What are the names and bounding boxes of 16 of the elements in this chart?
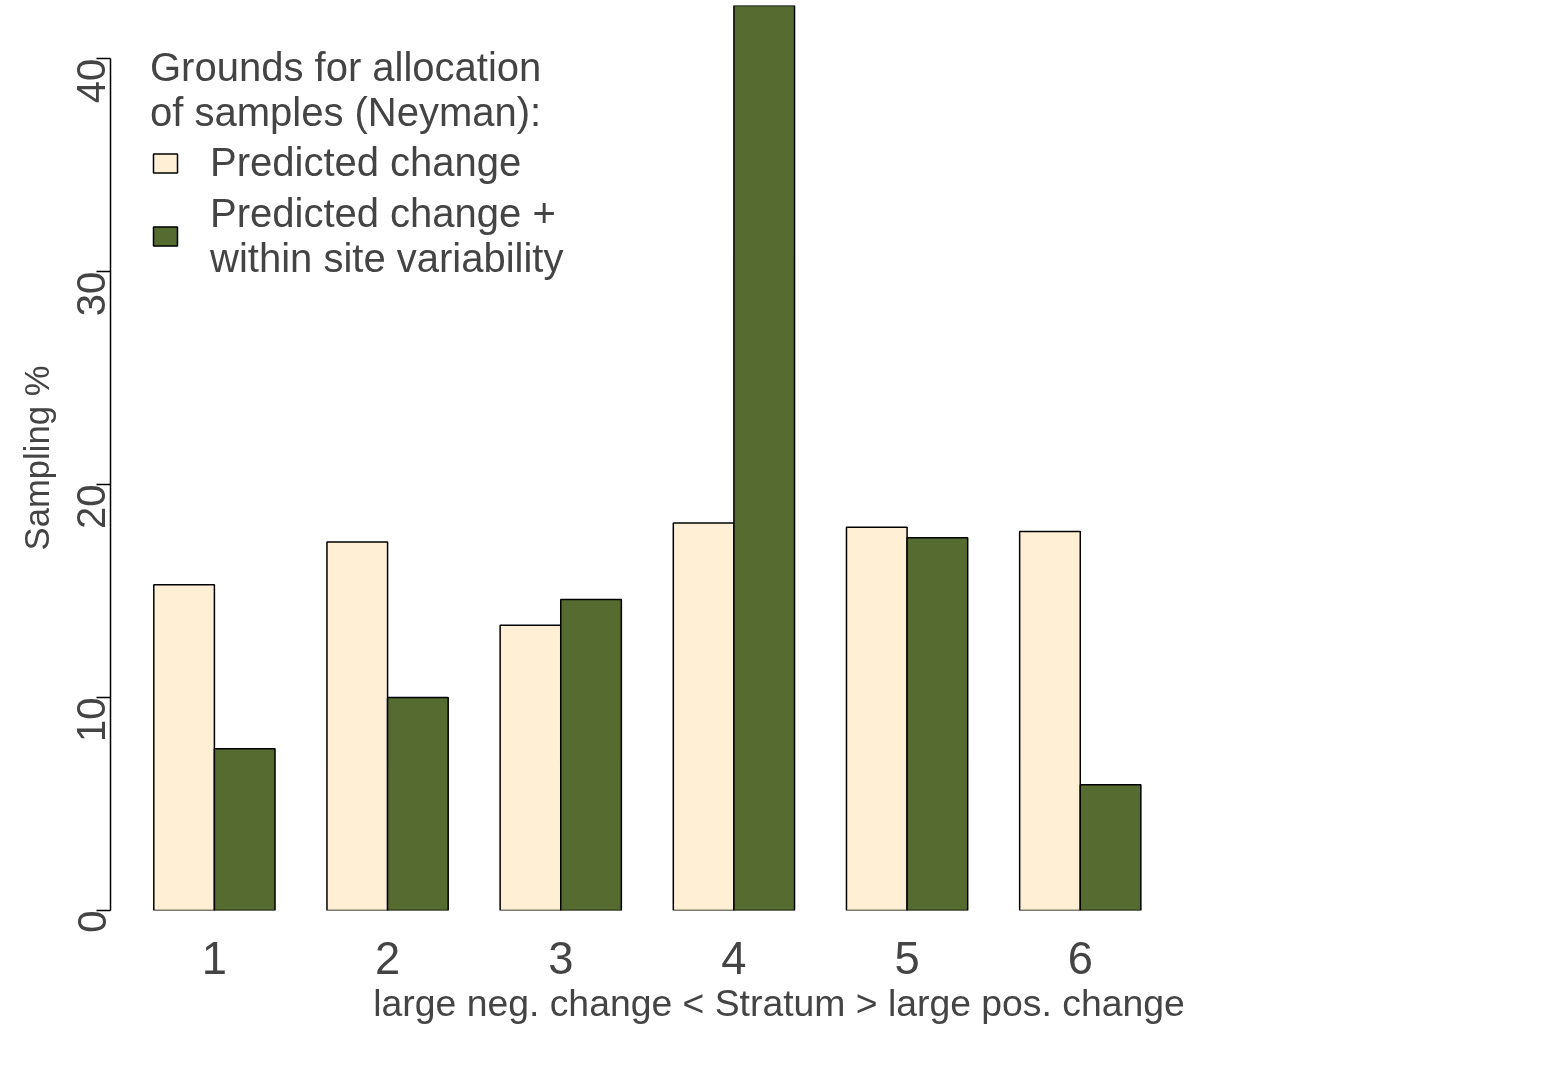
legend-label: Predicted change [210, 140, 522, 185]
legend-label: Predicted change + within site variability [210, 191, 564, 281]
y-tick-label: 0 [69, 910, 114, 933]
x-axis-title: large neg. change < Stratum > large pos. change [373, 981, 1185, 1024]
y-tick-label: 40 [69, 58, 114, 104]
x-tick-label: 2 [374, 932, 401, 984]
x-tick-label: 4 [721, 932, 747, 984]
x-tick-label: 6 [1067, 932, 1093, 984]
x-tick-label: 1 [201, 932, 228, 984]
legend-title: Grounds for allocation of samples (Neyman): [150, 45, 543, 135]
y-tick-label: 30 [69, 271, 114, 317]
x-tick-label: 3 [548, 932, 574, 984]
x-tick-label: 5 [894, 932, 920, 984]
y-tick-label: 20 [69, 484, 114, 530]
y-tick-label: 10 [69, 697, 114, 743]
y-axis-title: Sampling % [17, 365, 56, 551]
